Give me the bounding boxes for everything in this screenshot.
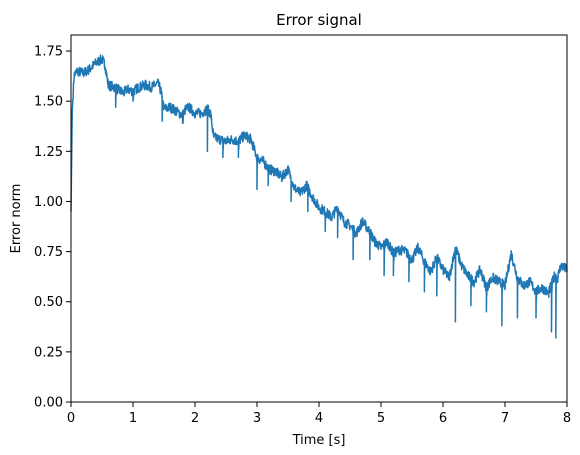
y-axis-label: Error norm	[9, 184, 24, 254]
y-tick-label: 1.00	[34, 195, 63, 210]
x-tick-label: 6	[439, 411, 447, 426]
plot-frame	[70, 34, 568, 403]
chart-title: Error signal	[276, 11, 362, 29]
y-tick-label: 0.50	[34, 295, 63, 310]
x-tick-label: 2	[191, 411, 199, 426]
y-axis-ticks: 0.00 0.25 0.50 0.75 1.00 1.25 1.50 1.75	[34, 45, 71, 411]
x-tick-label: 1	[129, 411, 137, 426]
y-tick-label: 1.50	[34, 95, 63, 110]
x-tick-label: 3	[253, 411, 261, 426]
x-tick-label: 5	[377, 411, 385, 426]
x-tick-label: 0	[67, 411, 75, 426]
y-tick-label: 1.75	[34, 45, 63, 60]
y-tick-label: 0.00	[34, 396, 63, 411]
y-tick-label: 0.75	[34, 245, 63, 260]
plot-area	[70, 54, 568, 339]
x-tick-label: 7	[501, 411, 509, 426]
x-tick-label: 4	[315, 411, 323, 426]
x-axis-label: Time [s]	[292, 433, 346, 448]
x-axis-ticks: 0 1 2 3 4 5 6 7 8	[67, 402, 571, 426]
y-tick-label: 1.25	[34, 145, 63, 160]
y-tick-label: 0.25	[34, 345, 63, 360]
error-norm-line	[70, 54, 568, 339]
x-tick-label: 8	[563, 411, 571, 426]
